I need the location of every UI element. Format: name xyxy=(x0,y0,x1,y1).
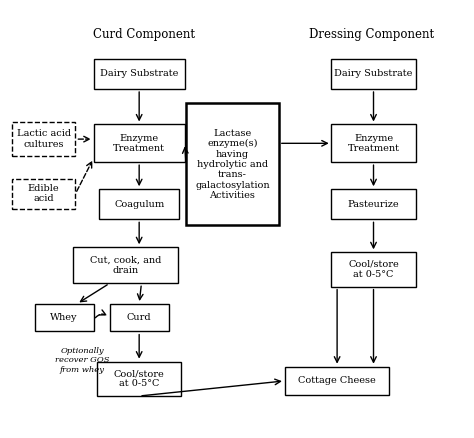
FancyBboxPatch shape xyxy=(331,124,416,162)
Text: Dairy Substrate: Dairy Substrate xyxy=(334,70,413,78)
FancyBboxPatch shape xyxy=(100,189,179,219)
Text: Dressing Component: Dressing Component xyxy=(309,28,434,41)
Text: Cottage Cheese: Cottage Cheese xyxy=(298,376,376,385)
Text: Cool/store
at 0-5°C: Cool/store at 0-5°C xyxy=(114,369,164,389)
Text: Pasteurize: Pasteurize xyxy=(348,200,399,209)
FancyBboxPatch shape xyxy=(12,179,75,209)
FancyBboxPatch shape xyxy=(331,59,416,89)
Text: Curd: Curd xyxy=(127,313,152,322)
Text: Dairy Substrate: Dairy Substrate xyxy=(100,70,178,78)
Text: Cool/store
at 0-5°C: Cool/store at 0-5°C xyxy=(348,260,399,279)
Text: Curd Component: Curd Component xyxy=(93,28,195,41)
FancyBboxPatch shape xyxy=(186,103,279,225)
Text: Lactase
enzyme(s)
having
hydrolytic and
trans-
galactosylation
Activities: Lactase enzyme(s) having hydrolytic and … xyxy=(195,129,270,200)
Text: Optionally
recover GOS
from whey: Optionally recover GOS from whey xyxy=(55,347,109,374)
FancyBboxPatch shape xyxy=(12,122,75,156)
Text: Lactic acid
cultures: Lactic acid cultures xyxy=(17,129,71,149)
FancyBboxPatch shape xyxy=(97,361,181,396)
Text: Edible
acid: Edible acid xyxy=(28,184,59,204)
Text: Enzyme
Treatment: Enzyme Treatment xyxy=(347,134,400,153)
Text: Whey: Whey xyxy=(50,313,78,322)
FancyBboxPatch shape xyxy=(73,247,178,283)
FancyBboxPatch shape xyxy=(35,304,94,332)
FancyBboxPatch shape xyxy=(285,367,390,395)
FancyBboxPatch shape xyxy=(94,59,185,89)
FancyBboxPatch shape xyxy=(94,124,185,162)
FancyBboxPatch shape xyxy=(331,252,416,287)
Text: Coagulum: Coagulum xyxy=(114,200,164,209)
Text: Cut, cook, and
drain: Cut, cook, and drain xyxy=(90,255,161,275)
FancyBboxPatch shape xyxy=(331,189,416,219)
FancyBboxPatch shape xyxy=(109,304,169,332)
Text: Enzyme
Treatment: Enzyme Treatment xyxy=(113,134,165,153)
